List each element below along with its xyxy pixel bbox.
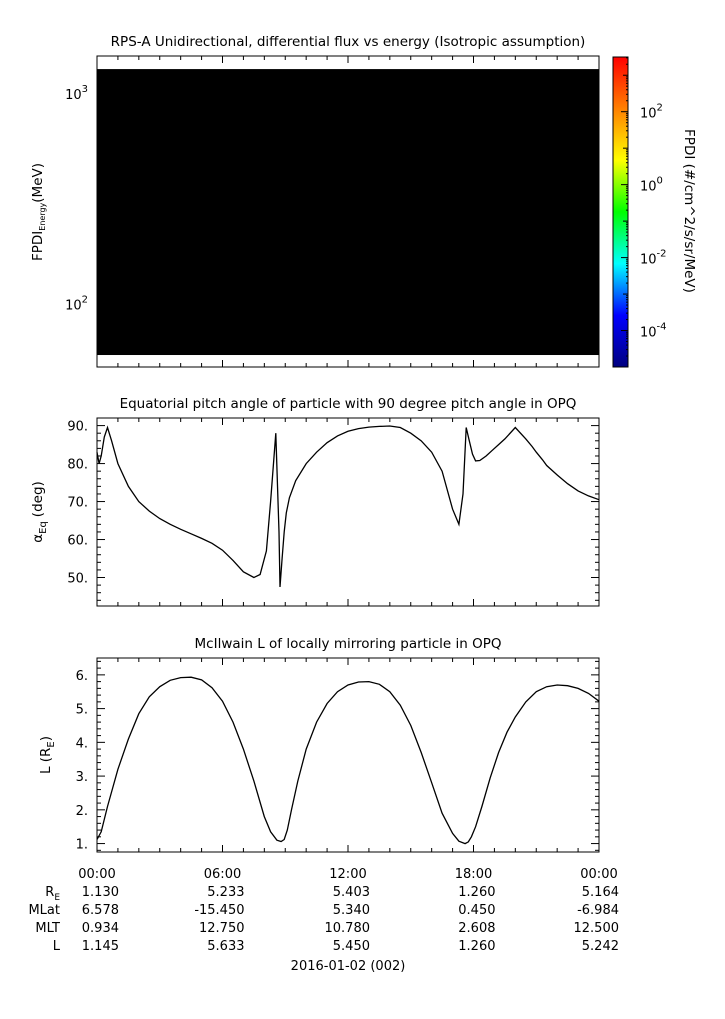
date-label: 2016-01-02 (002)	[291, 959, 406, 974]
ephemeris-value: 5.633	[207, 939, 244, 954]
x-tick-labels: 00:00 06:00 12:00 18:00 00:00	[78, 867, 617, 882]
colorbar-label: FPDI (#/cm^2/s/sr/MeV)	[681, 129, 697, 293]
ephemeris-value: 5.233	[207, 885, 244, 900]
y-tick-label: 90.	[67, 420, 88, 435]
y-tick-label: 5.	[76, 703, 88, 718]
ephemeris-value: 1.145	[82, 939, 119, 954]
mcilwain-l-ylabel: L (RE)	[38, 736, 57, 774]
pitch-angle-series-line	[96, 425, 600, 588]
mcilwain-l-panel: McIlwain L of locally mirroring particle…	[38, 636, 600, 853]
ephemeris-value: 5.242	[582, 939, 619, 954]
y-tick-label: 50.	[67, 572, 88, 587]
colorbar-gradient	[613, 57, 628, 367]
ephemeris-value: 1.260	[458, 939, 495, 954]
y-tick-label: 1.	[76, 838, 88, 853]
y-tick-label: 4.	[76, 736, 88, 751]
ephemeris-value: 12.500	[574, 921, 620, 936]
x-tick-label: 00:00	[580, 867, 617, 882]
ephemeris-row-label: MLat	[28, 903, 60, 918]
ephemeris-value: 1.260	[458, 885, 495, 900]
mcilwain-l-frame	[96, 657, 600, 853]
ephemeris-value: 6.578	[82, 903, 119, 918]
ephemeris-value: 0.450	[458, 903, 495, 918]
ephemeris-value: 10.780	[325, 921, 371, 936]
ephemeris-value: 2.608	[458, 921, 495, 936]
spectrogram-ylabel: FPDIEnergy(MeV)	[30, 163, 47, 261]
ephemeris-value: 5.340	[333, 903, 370, 918]
ephemeris-value: 1.130	[82, 885, 119, 900]
y-tick-label: 60.	[67, 534, 88, 549]
x-tick-label: 12:00	[329, 867, 366, 882]
ephemeris-value: 0.934	[82, 921, 119, 936]
ephemeris-row-label: MLT	[35, 921, 60, 936]
ephemeris-value: 5.403	[333, 885, 370, 900]
y-tick-label: 3.	[76, 770, 88, 785]
ephemeris-value: 5.164	[582, 885, 619, 900]
colorbar-tick-label: 100	[640, 176, 663, 195]
ephemeris-value: -6.984	[577, 903, 619, 918]
colorbar-tick-label: 102	[640, 103, 663, 122]
y-tick-label: 102	[65, 295, 88, 314]
colorbar-frame	[612, 56, 629, 368]
y-tick-label: 80.	[67, 458, 88, 473]
x-tick-label: 18:00	[455, 867, 492, 882]
spectrogram-panel: RPS-A Unidirectional, differential flux …	[30, 34, 600, 368]
pitch-angle-title: Equatorial pitch angle of particle with …	[120, 396, 577, 412]
ephemeris-row-label: RE	[45, 885, 60, 903]
colorbar: 102 100 10-2 10-4 FPDI (#/cm^2/s/sr/MeV)	[612, 56, 697, 368]
spectrogram-data-fill	[97, 69, 599, 356]
ephemeris-value: 5.450	[333, 939, 370, 954]
colorbar-tick-label: 10-4	[640, 322, 667, 341]
y-tick-label: 6.	[76, 669, 88, 684]
spectrogram-title: RPS-A Unidirectional, differential flux …	[111, 34, 586, 50]
x-tick-label: 00:00	[78, 867, 115, 882]
y-tick-label: 103	[65, 84, 88, 103]
pitch-angle-frame	[96, 417, 600, 607]
pitch-angle-ylabel: αEq(deg)	[30, 481, 49, 543]
ephemeris-table: RE 1.130 5.233 5.403 1.260 5.164 MLat 6.578 -15.…	[28, 885, 619, 954]
mcilwain-l-title: McIlwain L of locally mirroring particle…	[195, 636, 502, 652]
pitch-angle-panel: Equatorial pitch angle of particle with …	[30, 396, 600, 607]
colorbar-tick-label: 10-2	[640, 249, 667, 268]
x-tick-label: 06:00	[204, 867, 241, 882]
y-tick-label: 70.	[67, 496, 88, 511]
y-tick-label: 2.	[76, 804, 88, 819]
ephemeris-value: -15.450	[194, 903, 244, 918]
ephemeris-row-label: L	[53, 939, 61, 954]
ephemeris-value: 12.750	[199, 921, 245, 936]
mcilwain-l-series-line	[96, 676, 600, 845]
